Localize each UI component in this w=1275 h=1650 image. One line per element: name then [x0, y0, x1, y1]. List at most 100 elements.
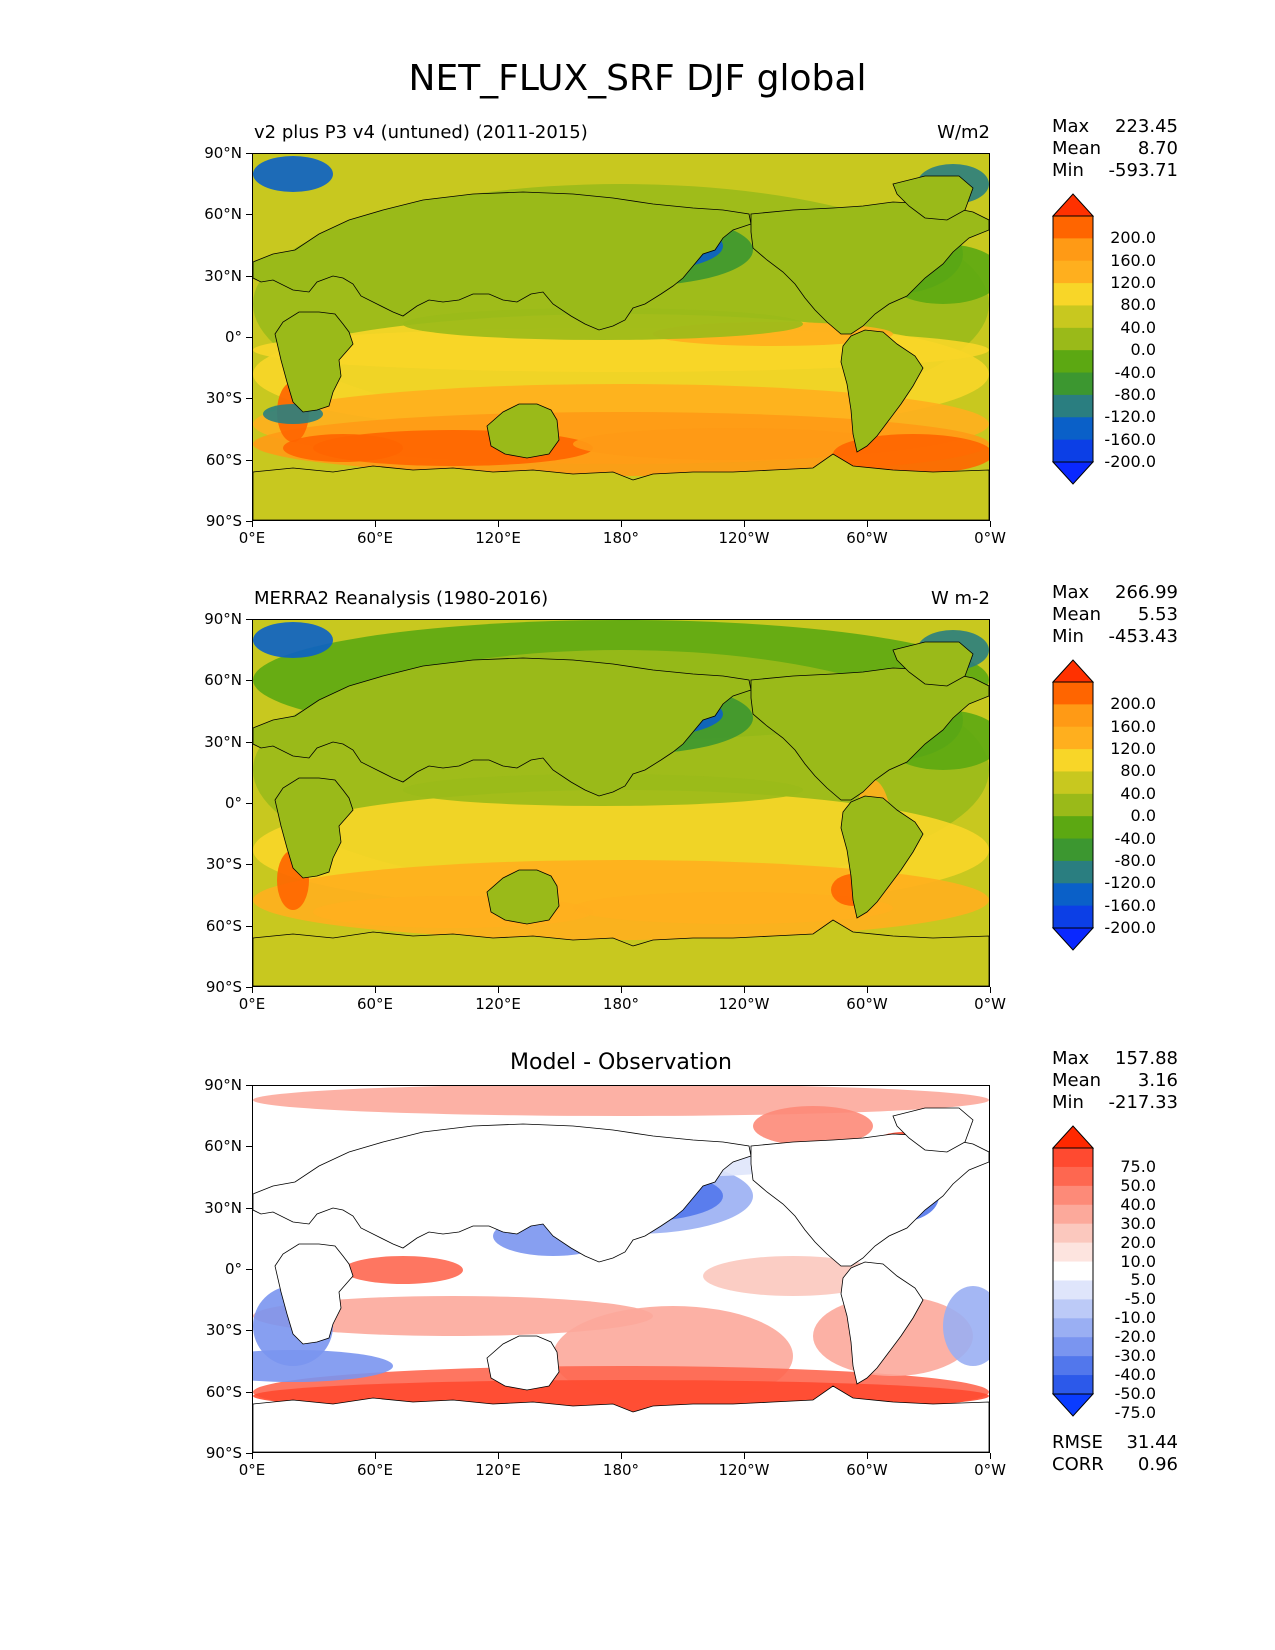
colorbar-segment: [1053, 816, 1093, 840]
lat-tick: [246, 153, 252, 154]
colorbar-segment: [1053, 860, 1093, 884]
lon-tick-label: 0°E: [238, 995, 266, 1013]
colorbar-segment: [1053, 1223, 1093, 1244]
lon-tick-label: 60°E: [356, 529, 394, 547]
colorbar-outline: [1052, 1147, 1094, 1395]
stat-mean-value: 5.53: [1137, 604, 1178, 625]
lon-tick-label: 0°E: [238, 1461, 266, 1479]
colorbar-tick-label: -160.0: [1104, 430, 1156, 449]
stat-mean-value: 8.70: [1137, 138, 1178, 159]
colorbar-segment: [1053, 905, 1093, 929]
field-contour-region: [833, 434, 989, 474]
lat-tick-label: 60°N: [204, 205, 242, 223]
lon-tick-label: 180°: [602, 1461, 640, 1479]
field-contour-region: [703, 1256, 883, 1296]
colorbar-tick-label: 75.0: [1120, 1157, 1156, 1176]
lon-tick-label: 120°E: [475, 529, 521, 547]
colorbar-graphic: [1052, 659, 1094, 951]
colorbar-tick-label: -75.0: [1114, 1403, 1156, 1422]
colorbar-segment: [1053, 394, 1093, 418]
colorbar-tick-label: -160.0: [1104, 896, 1156, 915]
colorbar-tick-label: 80.0: [1120, 295, 1156, 314]
panel3-stats: Max 157.88 Mean 3.16 Min -217.33: [1052, 1048, 1178, 1114]
lat-tick-label: 60°S: [205, 451, 242, 469]
stat-max-value: 266.99: [1115, 582, 1178, 603]
map-field: [253, 154, 989, 520]
coastline-africa: [274, 777, 354, 879]
lat-tick: [246, 398, 252, 399]
lat-tick: [246, 1330, 252, 1331]
lat-tick: [246, 337, 252, 338]
colorbar-tick-label: 5.0: [1130, 1270, 1156, 1289]
panel1-stats: Max 223.45 Mean 8.70 Min -593.71: [1052, 116, 1178, 182]
stat-min-value: -593.71: [1108, 160, 1178, 181]
colorbar-segment: [1053, 1375, 1093, 1395]
colorbar-outline: [1052, 681, 1094, 929]
lon-tick-label: 60°W: [846, 529, 888, 547]
colorbar-extend-min: [1052, 1393, 1094, 1417]
lon-tick-label: 120°W: [718, 995, 770, 1013]
colorbar-tick-label: -40.0: [1114, 363, 1156, 382]
colorbar-tick-label: 50.0: [1120, 1176, 1156, 1195]
colorbar-segment: [1053, 1356, 1093, 1376]
lon-tick: [375, 521, 376, 527]
lon-tick: [375, 987, 376, 993]
lon-tick-label: 60°E: [356, 1461, 394, 1479]
lon-tick-label: 0°E: [238, 529, 266, 547]
colorbar-outline: [1052, 215, 1094, 463]
colorbar-tick-label: 120.0: [1110, 739, 1156, 758]
lat-tick-label: 30°N: [204, 267, 242, 285]
lat-tick-label: 90°N: [204, 610, 242, 628]
colorbar-segment: [1053, 1242, 1093, 1263]
field-contour-region: [573, 892, 893, 924]
colorbar-segment: [1053, 771, 1093, 795]
rmse-value: 31.44: [1126, 1432, 1178, 1453]
lat-tick: [246, 803, 252, 804]
colorbar-segment: [1053, 216, 1093, 239]
field-contour-region: [253, 1350, 393, 1382]
lat-tick: [246, 1269, 252, 1270]
colorbar-segment: [1053, 883, 1093, 907]
lon-tick: [867, 987, 868, 993]
colorbar-tick-label: -80.0: [1114, 385, 1156, 404]
coastline-eurasia: [253, 1123, 752, 1263]
lat-tick-label: 90°N: [204, 144, 242, 162]
colorbar-tick-label: 120.0: [1110, 273, 1156, 292]
stat-mean-label: Mean: [1052, 604, 1102, 625]
lon-tick: [498, 521, 499, 527]
lat-tick: [246, 742, 252, 743]
panel1-units: W/m2: [937, 122, 990, 143]
stat-min-value: -217.33: [1108, 1092, 1178, 1113]
stat-min-value: -453.43: [1108, 626, 1178, 647]
panel1-left-title: v2 plus P3 v4 (untuned) (2011-2015): [254, 122, 588, 143]
colorbar-segment: [1053, 682, 1093, 705]
colorbar-segment: [1053, 1166, 1093, 1187]
colorbar-segment: [1053, 1204, 1093, 1225]
stat-max-label: Max: [1052, 116, 1090, 137]
stat-min-label: Min: [1052, 160, 1084, 181]
lon-tick: [252, 1453, 253, 1459]
lat-tick-label: 60°S: [205, 1383, 242, 1401]
stat-mean-value: 3.16: [1137, 1070, 1178, 1091]
colorbar-segment: [1053, 1280, 1093, 1300]
lat-tick-label: 30°S: [205, 1321, 242, 1339]
colorbar-extend-min: [1052, 461, 1094, 485]
colorbar-tick-label: 200.0: [1110, 694, 1156, 713]
lon-tick: [744, 521, 745, 527]
coastline-australia: [486, 869, 560, 925]
lat-tick: [246, 619, 252, 620]
coastline-antarctica: [253, 453, 989, 520]
coastline-greenland: [892, 1107, 974, 1153]
stat-min-label: Min: [1052, 1092, 1084, 1113]
lon-tick: [252, 987, 253, 993]
colorbar-tick-label: 0.0: [1130, 340, 1156, 359]
lat-tick: [246, 1453, 252, 1454]
lon-tick: [621, 1453, 622, 1459]
lon-tick-label: 0°W: [974, 529, 1006, 547]
coastline-africa: [274, 1243, 354, 1345]
corr-label: CORR: [1052, 1454, 1104, 1475]
coastline-australia: [486, 1335, 560, 1391]
lat-tick-label: 0°: [224, 1260, 242, 1278]
panel2-left-title: MERRA2 Reanalysis (1980-2016): [254, 588, 549, 609]
coastline-antarctica: [253, 1385, 989, 1452]
